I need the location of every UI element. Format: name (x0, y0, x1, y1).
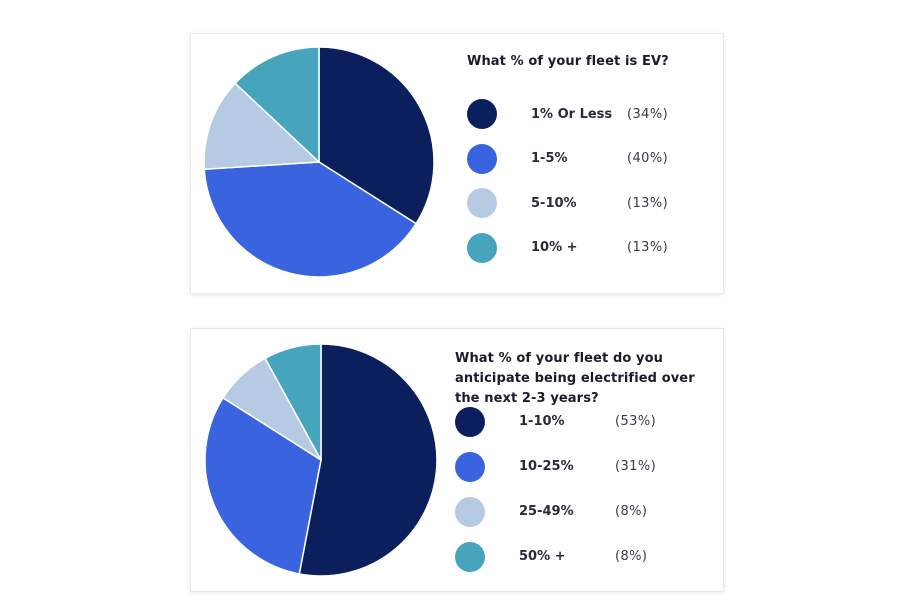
chart-title: What % of your fleet is EV? (467, 54, 669, 69)
legend-label: 10% + (531, 240, 578, 256)
legend-label: 1% Or Less (531, 106, 613, 122)
legend-item: 50% + (8%) (455, 534, 656, 579)
legend-value: (8%) (615, 549, 648, 564)
legend-item: 5-10% (13%) (467, 181, 668, 226)
pie-slice-1-10 (298, 343, 438, 577)
pie-slice-10 (234, 46, 320, 163)
legend-swatch (467, 143, 497, 174)
legend-label: 25-49% (519, 504, 574, 519)
legend-label: 1-10% (519, 414, 565, 429)
legend: 1-10% (53%) 10-25% (31%) 25-49% (8%) 50%… (455, 399, 656, 579)
legend-value: (31%) (615, 459, 657, 474)
legend-swatch (455, 451, 485, 482)
chart-title: What % of your fleet do you anticipate b… (455, 351, 695, 406)
legend-swatch (467, 232, 497, 263)
legend-item: 1-10% (53%) (455, 399, 656, 444)
legend-label: 1-5% (531, 151, 568, 167)
legend-value: (13%) (627, 240, 669, 256)
legend-swatch (467, 99, 497, 130)
legend-swatch (467, 188, 497, 219)
legend-value: (40%) (627, 151, 669, 167)
chart-card-fleet-electrified: What % of your fleet do you anticipate b… (190, 328, 724, 592)
legend-item: 1% Or Less (34%) (467, 92, 668, 137)
pie-chart (203, 46, 435, 278)
legend-label: 50% + (519, 549, 566, 564)
legend-item: 25-49% (8%) (455, 489, 656, 534)
legend-item: 10-25% (31%) (455, 444, 656, 489)
pie-slice-1-5 (203, 161, 417, 278)
legend-label: 5-10% (531, 195, 577, 211)
legend-value: (8%) (615, 504, 648, 519)
legend: 1% Or Less (34%) 1-5% (40%) 5-10% (13%) … (467, 92, 668, 270)
pie-slice-5-10 (203, 82, 320, 170)
legend-value: (53%) (615, 414, 657, 429)
legend-swatch (455, 406, 485, 437)
legend-swatch (455, 496, 485, 527)
legend-value: (13%) (627, 195, 669, 211)
legend-swatch (455, 541, 485, 572)
legend-value: (34%) (627, 106, 669, 122)
legend-label: 10-25% (519, 459, 574, 474)
legend-item: 10% + (13%) (467, 226, 668, 271)
legend-item: 1-5% (40%) (467, 137, 668, 182)
pie-chart (204, 343, 438, 577)
chart-card-fleet-ev: What % of your fleet is EV? 1% Or Less (… (190, 33, 724, 294)
pie-slice-50 (264, 343, 322, 461)
